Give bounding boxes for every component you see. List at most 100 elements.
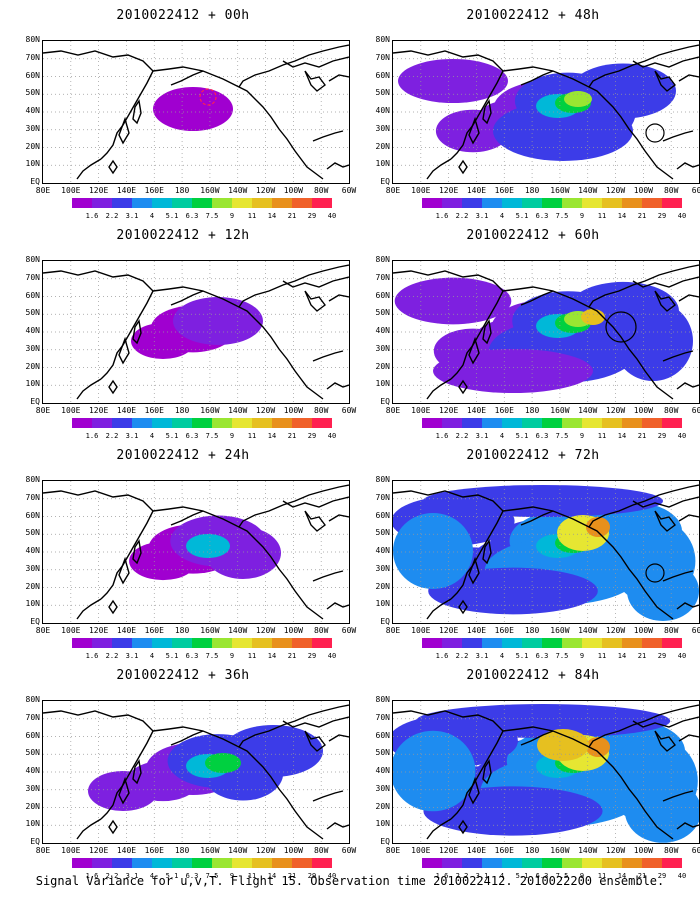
panel-title: 2010022412 + 00h: [116, 8, 250, 23]
lat-tick-label: 50N: [25, 748, 40, 758]
variance-contour: [624, 779, 699, 843]
lon-tick-label: 160E: [494, 186, 514, 195]
lat-tick-label: EQ: [380, 177, 390, 186]
colorbar-label: 3.1: [475, 872, 489, 880]
colorbar-swatch: [232, 638, 252, 648]
colorbar-swatch: [622, 638, 642, 648]
coastline: [326, 162, 349, 170]
variance-contour: [88, 771, 158, 811]
lat-tick-label: 60N: [25, 510, 40, 520]
colorbar-swatch: [662, 418, 682, 428]
colorbar-label: 7.5: [555, 212, 569, 220]
lon-tick-label: 160E: [494, 846, 514, 855]
colorbar-label: 40: [327, 432, 337, 440]
variance-contour: [613, 301, 693, 381]
variance-contour: [394, 277, 512, 325]
colorbar-label: 2.2: [105, 432, 119, 440]
colorbar-labels: 1.6 2.2 3.1 4 5.1 6.3 7.5 9 11 14 21 29 40: [422, 652, 687, 662]
lon-tick-label: 60W: [691, 626, 700, 635]
lon-tick-label: 160W: [200, 406, 220, 415]
colorbar-label: 1.6: [85, 652, 99, 660]
coastline: [482, 539, 492, 565]
coastline: [426, 378, 452, 400]
map-area: [392, 260, 700, 404]
colorbar-swatch: [442, 858, 462, 868]
lat-tick-label: 40N: [25, 766, 40, 775]
coastline: [108, 379, 118, 395]
coastline: [426, 598, 452, 620]
colorbar-label: 11: [247, 872, 257, 880]
colorbar-labels: 1.6 2.2 3.1 4 5.1 6.3 7.5 9 11 14 21 29 40: [72, 652, 337, 662]
observation-marker: [199, 88, 217, 106]
colorbar-label: 9: [579, 212, 585, 220]
colorbar-label: 9: [579, 652, 585, 660]
lon-tick-label: 160E: [494, 626, 514, 635]
lon-tick-label: 140E: [466, 186, 487, 195]
coastline: [118, 556, 130, 585]
lat-tick-label: EQ: [380, 617, 390, 626]
colorbar-swatch: [312, 418, 332, 428]
colorbar-swatch: [582, 418, 602, 428]
colorbar-swatch: [562, 418, 582, 428]
map-panel: 2010022412 + 60h 80N 70N 60N 50N 40N 30N 20N 10N…: [368, 228, 700, 443]
lon-tick-label: 100E: [411, 186, 431, 195]
coastline: [468, 776, 480, 805]
coastline: [152, 726, 324, 840]
colorbar-swatch: [422, 198, 442, 208]
map-panel: 2010022412 + 72h 80N 70N 60N 50N 40N 30N 20N 10N…: [368, 448, 700, 663]
lon-tick-label: 120E: [438, 626, 459, 635]
colorbar-swatch: [172, 418, 192, 428]
target-circle: [605, 311, 637, 343]
colorbar-swatch: [462, 418, 482, 428]
colorbar-swatch: [482, 418, 502, 428]
coastline: [328, 74, 349, 82]
lon-tick-label: 140E: [466, 846, 487, 855]
colorbar-label: 29: [307, 652, 317, 660]
lon-tick-label: 120W: [255, 626, 276, 635]
colorbar-label: 1.6: [435, 212, 449, 220]
colorbar-swatch: [442, 638, 462, 648]
colorbar-label: 2.2: [105, 872, 119, 880]
colorbar-label: 2.2: [105, 652, 119, 660]
colorbar-swatch: [152, 418, 172, 428]
lat-tick-label: 80N: [375, 255, 390, 264]
lat-tick-label: 60N: [25, 290, 40, 300]
colorbar-swatch: [442, 418, 462, 428]
lon-tick-label: 120W: [605, 626, 626, 635]
colorbar-label: 11: [597, 872, 607, 880]
coastline: [170, 70, 204, 86]
colorbar-swatch: [482, 638, 502, 648]
lat-tick-label: 20N: [25, 141, 40, 151]
variance-contour: [393, 513, 473, 589]
colorbar-swatch: [502, 418, 522, 428]
panel-title: 2010022412 + 12h: [116, 228, 250, 243]
colorbar-label: 3.1: [475, 652, 489, 660]
colorbar-label: 6.3: [185, 652, 199, 660]
variance-map: [393, 701, 699, 843]
coastline: [326, 382, 349, 390]
lat-tick-label: EQ: [380, 837, 390, 846]
lat-tick-label: EQ: [30, 397, 40, 406]
colorbar-swatch: [462, 858, 482, 868]
colorbar-label: 7.5: [205, 432, 219, 440]
lat-tick-label: 50N: [25, 88, 40, 98]
lat-tick-label: 60N: [375, 290, 390, 300]
coastline: [118, 116, 130, 145]
lon-tick-label: 180: [174, 406, 190, 415]
coastline: [100, 70, 154, 160]
map-area: [392, 700, 700, 844]
colorbar-label: 1.6: [435, 652, 449, 660]
coastline: [238, 44, 349, 88]
coastline: [426, 818, 452, 840]
coastline: [282, 56, 349, 68]
coastline: [326, 822, 349, 830]
lat-tick-label: 30N: [375, 563, 390, 573]
coastline: [328, 514, 349, 522]
lon-tick-label: 100W: [633, 626, 653, 635]
colorbar-swatch: [312, 638, 332, 648]
lat-tick-label: EQ: [380, 397, 390, 406]
coastline: [132, 759, 142, 785]
lon-tick-label: 100E: [411, 626, 431, 635]
lat-tick-label: 50N: [375, 528, 390, 538]
lon-tick-label: 160W: [200, 846, 220, 855]
